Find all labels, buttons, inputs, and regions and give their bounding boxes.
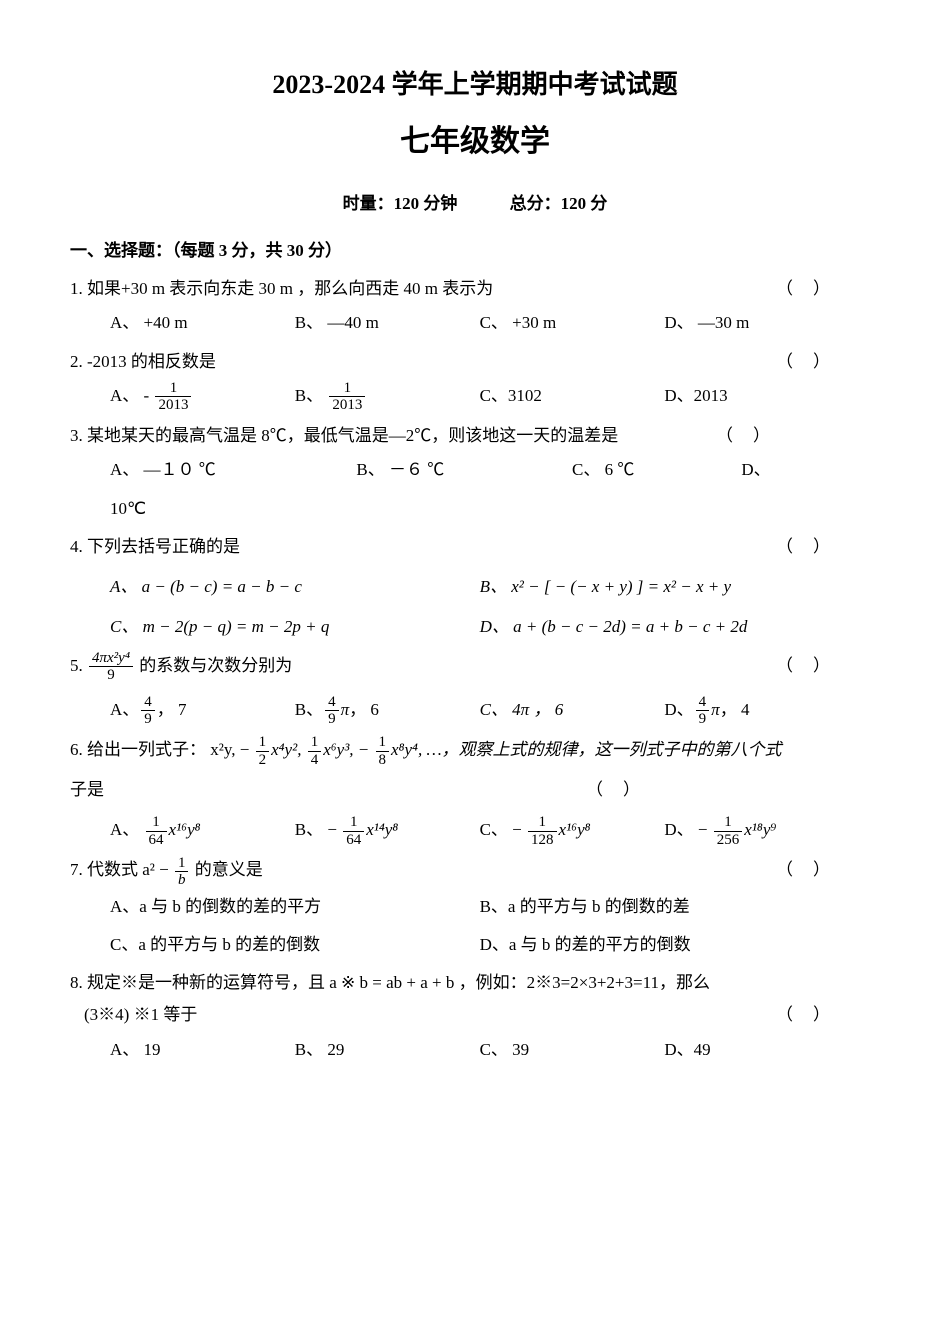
q8-choice-b: B、 29 xyxy=(295,1034,480,1066)
q1-choice-d: D、 —30 m xyxy=(664,307,849,339)
q2-choices: A、 - 12013 B、 12013 C、3102 D、2013 xyxy=(110,380,880,414)
q5-pre: 5. xyxy=(70,656,87,675)
question-4: 4. 下列去括号正确的是 （） A、 a − (b − c) = a − b −… xyxy=(70,531,880,644)
q7-post: 的意义是 xyxy=(195,860,263,879)
q1-choices: A、 +40 m B、 —40 m C、 +30 m D、 —30 m xyxy=(110,307,880,339)
question-1: 1. 如果+30 m 表示向东走 30 m ，那么向西走 40 m 表示为 （）… xyxy=(70,273,880,340)
q1-choice-a: A、 +40 m xyxy=(110,307,295,339)
q8-choice-c: C、 39 xyxy=(480,1034,665,1066)
q4-choices-row1: A、 a − (b − c) = a − b − c B、 x² − [ − (… xyxy=(110,571,880,603)
answer-blank: （） xyxy=(586,774,660,806)
question-5: 5. 4πx²y⁴9 的系数与次数分别为 （） A、49， 7 B、49π， 6… xyxy=(70,650,880,728)
section-1-header: 一、选择题：（每题 3 分，共 30 分） xyxy=(70,235,880,267)
meta-total: 总分：120 分 xyxy=(510,194,608,213)
q2-choice-a: A、 - 12013 xyxy=(110,380,295,414)
q3-choice-c: C、 6 ℃ xyxy=(572,454,741,486)
q4-choices-row2: C、 m − 2(p − q) = m − 2p + q D、 a + (b −… xyxy=(110,611,880,643)
question-2: 2. -2013 的相反数是 （） A、 - 12013 B、 12013 C、… xyxy=(70,346,880,414)
q1-choice-b: B、 —40 m xyxy=(295,307,480,339)
q5-choice-b: B、49π， 6 xyxy=(295,694,480,728)
q1-stem: 1. 如果+30 m 表示向东走 30 m ，那么向西走 40 m 表示为 xyxy=(70,279,493,298)
q5-choice-c: C、 4π ， 6 xyxy=(480,694,665,728)
q3-extra: 10℃ xyxy=(110,493,880,525)
q7-choices-row1: A、a 与 b 的倒数的差的平方 B、a 的平方与 b 的倒数的差 xyxy=(110,891,880,923)
q5-choice-a: A、49， 7 xyxy=(110,694,295,728)
q6-choice-a: A、 164x¹⁶y⁸ xyxy=(110,814,295,848)
q2-choice-b: B、 12013 xyxy=(295,380,480,414)
answer-blank: （） xyxy=(716,420,790,452)
answer-blank: （） xyxy=(776,531,850,563)
question-7: 7. 代数式 a² − 1b 的意义是 （） A、a 与 b 的倒数的差的平方 … xyxy=(70,854,880,961)
q3-stem: 3. 某地某天的最高气温是 8℃，最低气温是—2℃，则该地这一天的温差是 xyxy=(70,426,618,445)
answer-blank: （） xyxy=(776,854,850,886)
q1-choice-c: C、 +30 m xyxy=(480,307,665,339)
q6-stem-pre: 6. 给出一列式子： x²y, − xyxy=(70,740,254,759)
q7-choice-a: A、a 与 b 的倒数的差的平方 xyxy=(110,891,480,923)
q7-pre: 7. 代数式 a² − xyxy=(70,860,173,879)
q3-choice-a: A、 —１０ ℃ xyxy=(110,454,356,486)
exam-subtitle: 七年级数学 xyxy=(70,113,880,170)
answer-blank: （） xyxy=(776,273,850,305)
q4-choice-b: B、 x² − [ − (− x + y) ] = x² − x + y xyxy=(480,571,850,603)
q6-choice-d: D、 − 1256x¹⁸y⁹ xyxy=(664,814,849,848)
q3-choice-b: B、 －６ ℃ xyxy=(356,454,572,486)
q8-choice-a: A、 19 xyxy=(110,1034,295,1066)
q8-choices: A、 19 B、 29 C、 39 D、49 xyxy=(110,1034,880,1066)
q8-choice-d: D、49 xyxy=(664,1034,849,1066)
q4-choice-c: C、 m − 2(p − q) = m − 2p + q xyxy=(110,611,480,643)
q5-choices: A、49， 7 B、49π， 6 C、 4π ， 6 D、49π， 4 xyxy=(110,694,880,728)
q6-choices: A、 164x¹⁶y⁸ B、 − 164x¹⁴y⁸ C、 − 1128x¹⁶y⁸… xyxy=(110,814,880,848)
answer-blank: （） xyxy=(776,999,850,1031)
q3-choices: A、 —１０ ℃ B、 －６ ℃ C、 6 ℃ D、 xyxy=(110,454,880,486)
q6-stem2: 子是 xyxy=(70,780,104,799)
question-6: 6. 给出一列式子： x²y, − 12x⁴y², 14x⁶y³, − 18x⁸… xyxy=(70,734,880,848)
q3-choice-d: D、 xyxy=(741,454,857,486)
exam-title: 2023-2024 学年上学期期中考试试题 xyxy=(70,60,880,109)
q7-choice-d: D、a 与 b 的差的平方的倒数 xyxy=(480,929,850,961)
q8-stem2: (3※4) ※1 等于 xyxy=(84,1005,197,1024)
q7-choice-c: C、a 的平方与 b 的差的倒数 xyxy=(110,929,480,961)
q5-post: 的系数与次数分别为 xyxy=(139,656,292,675)
q2-stem: 2. -2013 的相反数是 xyxy=(70,352,216,371)
q4-choice-d: D、 a + (b − c − 2d) = a + b − c + 2d xyxy=(480,611,850,643)
q4-stem: 4. 下列去括号正确的是 xyxy=(70,537,240,556)
exam-meta: 时量：120 分钟 总分：120 分 xyxy=(70,188,880,220)
q7-choices-row2: C、a 的平方与 b 的差的倒数 D、a 与 b 的差的平方的倒数 xyxy=(110,929,880,961)
question-8: 8. 规定※是一种新的运算符号，且 a ※ b = ab + a + b ，例如… xyxy=(70,967,880,1066)
q6-choice-b: B、 − 164x¹⁴y⁸ xyxy=(295,814,480,848)
meta-time: 时量：120 分钟 xyxy=(343,194,458,213)
q6-choice-c: C、 − 1128x¹⁶y⁸ xyxy=(480,814,665,848)
question-3: 3. 某地某天的最高气温是 8℃，最低气温是—2℃，则该地这一天的温差是 （） … xyxy=(70,420,880,525)
q4-choice-a: A、 a − (b − c) = a − b − c xyxy=(110,571,480,603)
q8-stem: 8. 规定※是一种新的运算符号，且 a ※ b = ab + a + b ，例如… xyxy=(70,967,880,999)
q2-choice-c: C、3102 xyxy=(480,380,665,414)
answer-blank: （） xyxy=(776,650,850,682)
answer-blank: （） xyxy=(776,346,850,378)
q2-choice-d: D、2013 xyxy=(664,380,849,414)
q7-choice-b: B、a 的平方与 b 的倒数的差 xyxy=(480,891,850,923)
q5-choice-d: D、49π， 4 xyxy=(664,694,849,728)
